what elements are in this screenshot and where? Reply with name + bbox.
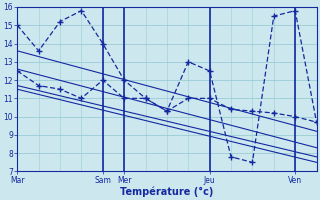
X-axis label: Température (°c): Température (°c) xyxy=(120,186,213,197)
